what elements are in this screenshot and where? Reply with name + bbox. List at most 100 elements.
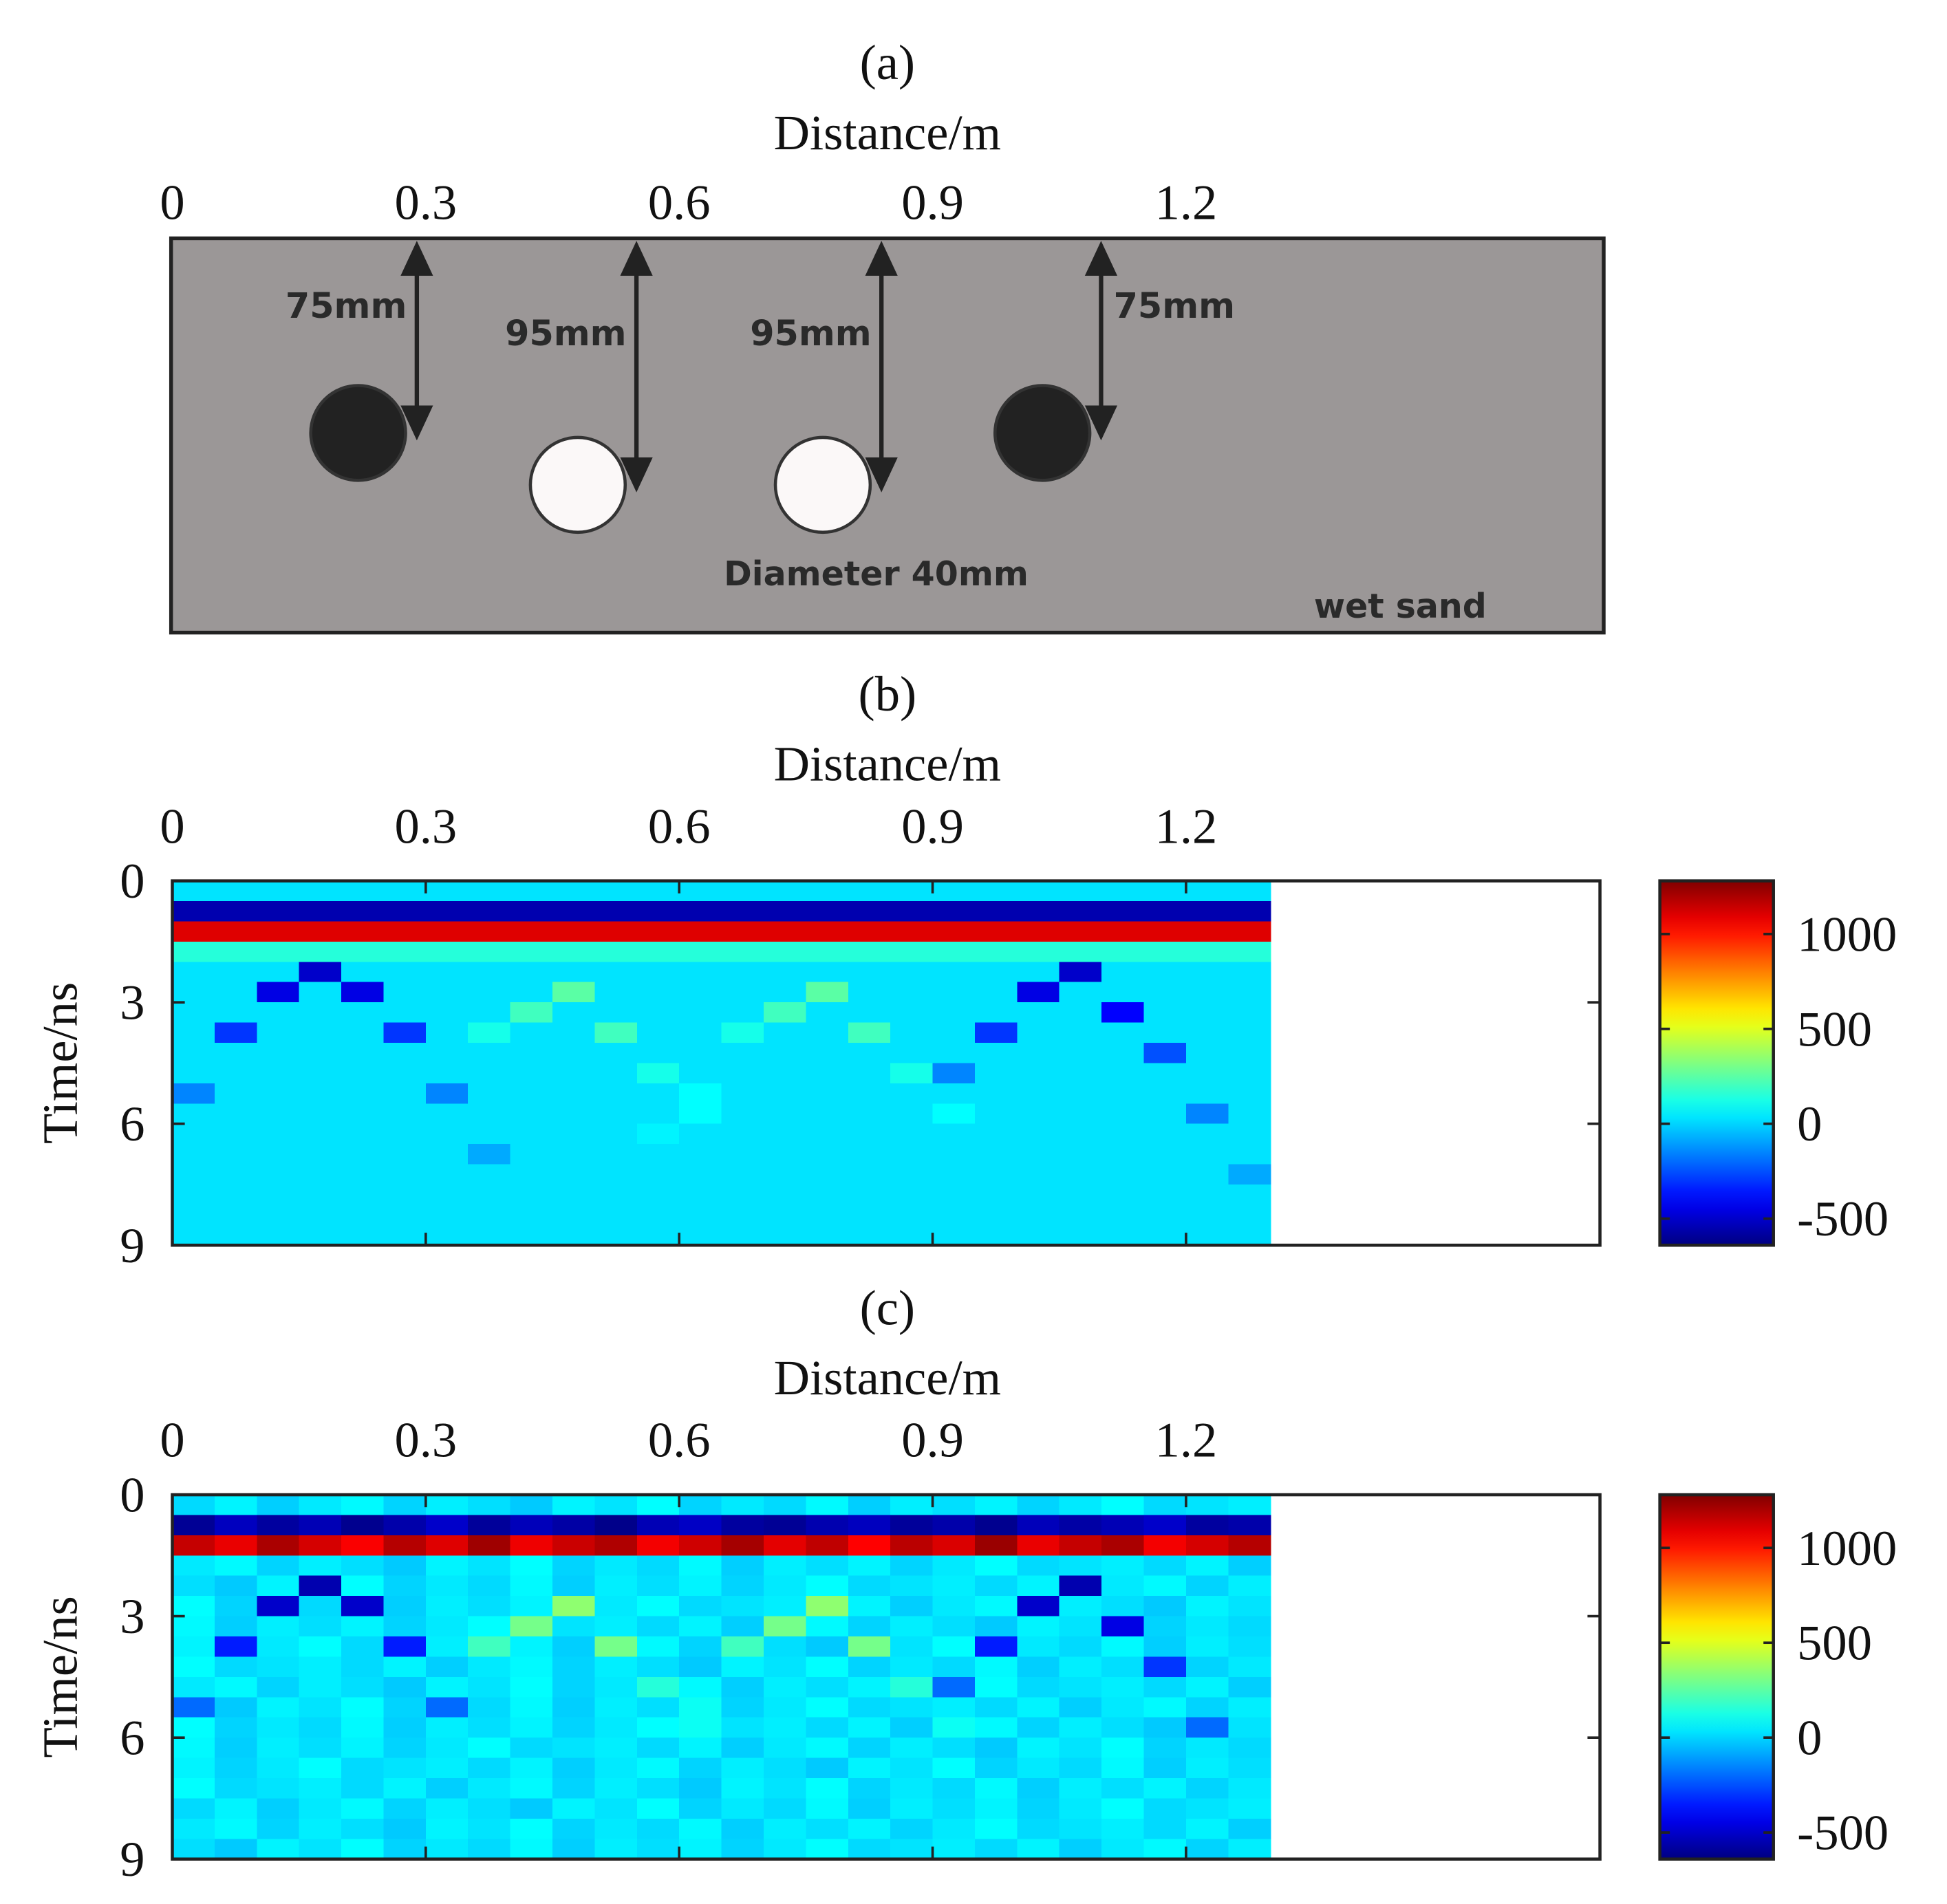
heatmap-cell — [636, 880, 680, 902]
heatmap-cell — [1017, 901, 1060, 922]
arrow-head — [400, 241, 433, 276]
heatmap-cell — [1101, 1515, 1145, 1536]
heatmap-cell — [299, 1555, 342, 1577]
heatmap-cell — [1228, 1676, 1271, 1698]
arrow-head — [620, 241, 653, 276]
heatmap-cell — [1101, 982, 1145, 1004]
heatmap-cell — [932, 1103, 976, 1125]
heatmap-cell — [932, 1022, 976, 1043]
heatmap-cell — [848, 962, 892, 983]
heatmap-cell — [1017, 1676, 1060, 1698]
heatmap-cell — [214, 1224, 258, 1246]
heatmap-cell — [721, 1798, 764, 1819]
heatmap-cell — [890, 1043, 934, 1064]
x-tick-label: 1.2 — [1155, 1412, 1218, 1468]
heatmap-cell — [721, 982, 764, 1004]
heatmap-cell — [1059, 1777, 1103, 1799]
heatmap-cell — [1143, 1636, 1187, 1658]
heatmap-cell — [172, 1575, 215, 1597]
heatmap-cell — [594, 1204, 638, 1226]
heatmap-cell — [383, 982, 427, 1004]
heatmap-cell — [1059, 1043, 1103, 1064]
heatmap-cell — [257, 1738, 300, 1759]
x-tick-label: 0.6 — [648, 1412, 711, 1468]
heatmap-cell — [552, 1676, 596, 1698]
heatmap-cell — [763, 1636, 807, 1658]
heatmap-cell — [299, 1002, 342, 1024]
heatmap-cell — [172, 1596, 215, 1617]
heatmap-cell — [214, 1043, 258, 1064]
heatmap-cell — [468, 1123, 511, 1145]
heatmap-cell — [172, 1757, 215, 1779]
heatmap-cell — [594, 1164, 638, 1185]
heatmap-cell — [257, 1596, 300, 1617]
heatmap-cell — [679, 1123, 722, 1145]
heatmap-cell — [932, 1043, 976, 1064]
heatmap-cell — [425, 1676, 469, 1698]
heatmap-cell — [425, 1515, 469, 1536]
heatmap-cell — [1185, 1164, 1229, 1185]
heatmap-cell — [510, 1717, 553, 1739]
heatmap-cell — [1017, 1495, 1060, 1516]
heatmap-cell — [510, 1575, 553, 1597]
heatmap-cell — [1101, 1002, 1145, 1024]
heatmap-cell — [636, 1555, 680, 1577]
x-tick-label: 0 — [160, 1412, 184, 1468]
heatmap-cell — [806, 921, 849, 942]
heatmap-cell — [636, 1656, 680, 1678]
heatmap-cell — [636, 1717, 680, 1739]
heatmap-cell — [932, 1184, 976, 1206]
heatmap-cell — [932, 1164, 976, 1185]
heatmap-cell — [848, 1224, 892, 1246]
heatmap-cell — [1228, 1164, 1271, 1185]
heatmap-cell — [763, 1224, 807, 1246]
heatmap-cell — [1101, 1224, 1145, 1246]
heatmap-cell — [848, 1818, 892, 1840]
heatmap-cell — [848, 1656, 892, 1678]
heatmap-cell — [636, 1083, 680, 1105]
heatmap-cell — [468, 1164, 511, 1185]
heatmap-cell — [1017, 921, 1060, 942]
heatmap-cell — [763, 1839, 807, 1859]
heatmap-cell — [1059, 921, 1103, 942]
heatmap-cell — [636, 1022, 680, 1043]
heatmap-cell — [679, 1717, 722, 1739]
heatmap-cell — [721, 1083, 764, 1105]
heatmap-cell — [468, 1103, 511, 1125]
heatmap-cell — [257, 1656, 300, 1678]
heatmap-cell — [257, 1757, 300, 1779]
heatmap-cell — [552, 1022, 596, 1043]
heatmap-cell — [341, 1184, 385, 1206]
heatmap-cell — [1228, 1717, 1271, 1739]
heatmap-cell — [1143, 1002, 1187, 1024]
heatmap-cell — [383, 1043, 427, 1064]
heatmap-cell — [214, 1575, 258, 1597]
heatmap-cell — [974, 1757, 1018, 1779]
heatmap-cell — [299, 1697, 342, 1718]
heatmap-cell — [1017, 1575, 1060, 1597]
heatmap-cell — [594, 1798, 638, 1819]
heatmap-cell — [383, 1738, 427, 1759]
heatmap-cell — [806, 1063, 849, 1084]
heatmap-cell — [974, 1103, 1018, 1125]
heatmap-cell — [974, 880, 1018, 902]
heatmap-cell — [299, 1144, 342, 1165]
heatmap-cell — [172, 1777, 215, 1799]
heatmap-cell — [425, 1777, 469, 1799]
heatmap-cell — [425, 1083, 469, 1105]
heatmap-cell — [425, 1184, 469, 1206]
heatmap-cell — [890, 1063, 934, 1084]
heatmap-cell — [1185, 1818, 1229, 1840]
heatmap-cell — [214, 1656, 258, 1678]
heatmap-cell — [932, 921, 976, 942]
heatmap-cell — [468, 1515, 511, 1536]
heatmap-cell — [425, 1555, 469, 1577]
heatmap-cell — [848, 1022, 892, 1043]
heatmap-cell — [172, 1515, 215, 1536]
x-tick-label: 0.6 — [648, 798, 711, 854]
heatmap-cell — [1059, 1535, 1103, 1557]
heatmap-cell — [214, 1676, 258, 1698]
heatmap-cell — [425, 1164, 469, 1185]
heatmap-cell — [932, 941, 976, 963]
